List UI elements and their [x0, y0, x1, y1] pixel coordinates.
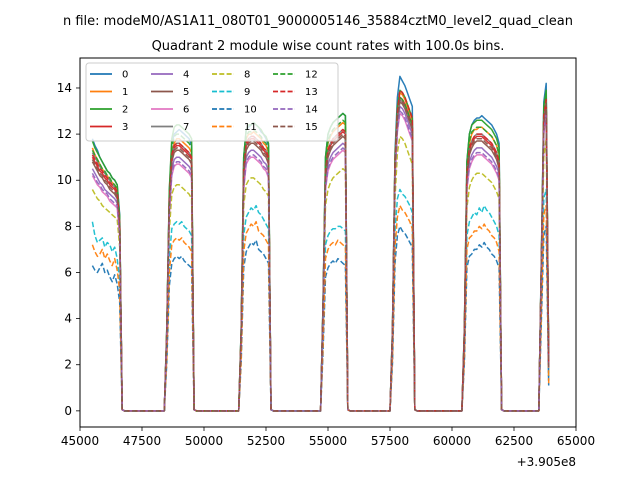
x-tick-label: 50000 [185, 434, 223, 448]
y-tick-label: 8 [64, 219, 72, 233]
legend-label-4: 4 [183, 70, 189, 81]
y-tick-label: 0 [64, 404, 72, 418]
legend-label-15: 15 [305, 122, 318, 133]
x-tick-label: 52500 [247, 434, 285, 448]
x-tick-label: 45000 [61, 434, 99, 448]
legend-label-3: 3 [122, 122, 128, 133]
legend-label-14: 14 [305, 105, 318, 116]
plot-area [91, 75, 550, 412]
legend-label-1: 1 [122, 87, 128, 98]
y-tick-label: 12 [57, 127, 72, 141]
y-tick-label: 10 [57, 173, 72, 187]
x-axis: 45000 47500 50000 52500 55000 57500 60000 62500… [61, 427, 595, 448]
legend-label-10: 10 [244, 105, 257, 116]
legend-label-11: 11 [244, 122, 257, 133]
x-axis-offset-label: +3.905e8 [517, 455, 576, 469]
figure-suptitle: n file: modeM0/AS1A11_080T01_9000005146_… [63, 14, 573, 29]
x-tick-label: 62500 [495, 434, 533, 448]
y-tick-label: 6 [64, 265, 72, 279]
legend-label-0: 0 [122, 70, 128, 81]
legend-label-12: 12 [305, 70, 318, 81]
legend-label-5: 5 [183, 87, 189, 98]
legend-label-9: 9 [244, 87, 250, 98]
legend-label-13: 13 [305, 87, 318, 98]
y-tick-label: 2 [64, 358, 72, 372]
chart-title: Quadrant 2 module wise count rates with … [152, 39, 505, 54]
series-layer [91, 75, 550, 412]
x-tick-label: 47500 [123, 434, 161, 448]
series-line-15 [91, 98, 550, 412]
legend-label-7: 7 [183, 122, 189, 133]
y-tick-label: 4 [64, 312, 72, 326]
legend-label-2: 2 [122, 105, 128, 116]
x-tick-label: 57500 [371, 434, 409, 448]
legend-label-8: 8 [244, 70, 250, 81]
legend-label-6: 6 [183, 105, 189, 116]
series-line-9 [91, 188, 550, 412]
legend-frame [85, 62, 339, 142]
y-tick-label: 14 [57, 81, 72, 95]
x-tick-label: 65000 [557, 434, 595, 448]
x-tick-label: 55000 [309, 434, 347, 448]
x-tick-label: 60000 [433, 434, 471, 448]
y-axis: 0 2 4 6 8 10 12 14 [57, 81, 80, 418]
